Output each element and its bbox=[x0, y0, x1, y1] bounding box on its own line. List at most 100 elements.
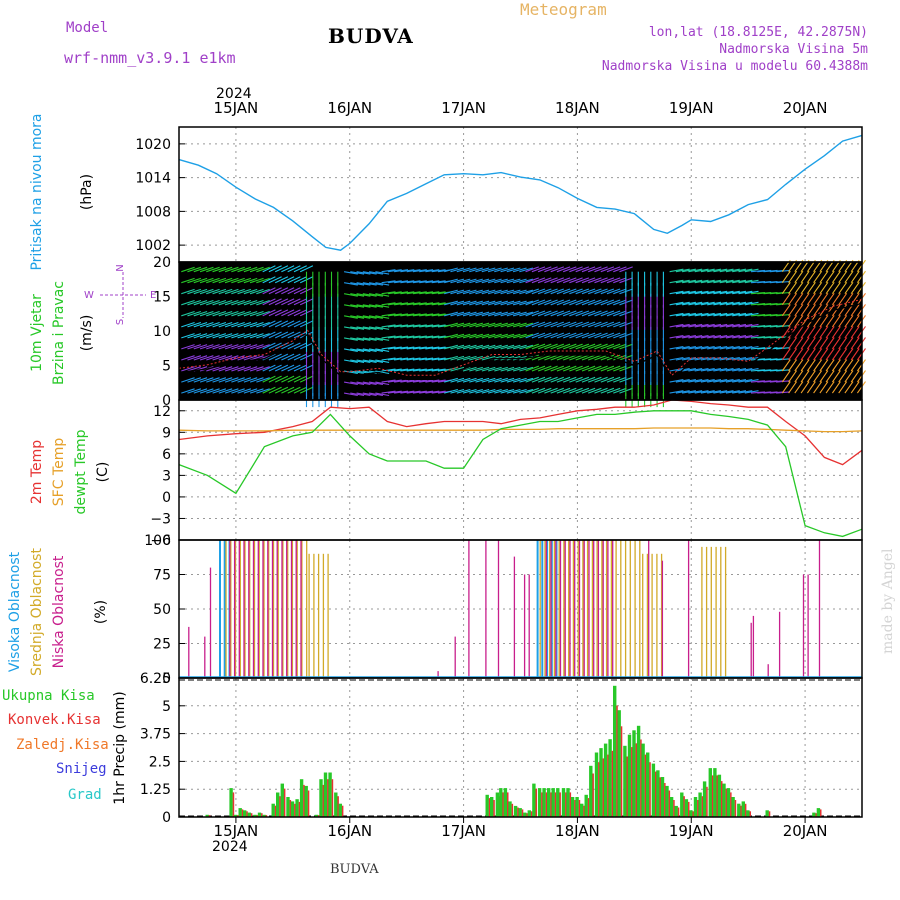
wind-arrow bbox=[738, 290, 753, 295]
wind-arrow bbox=[356, 304, 371, 308]
wind-arrow bbox=[344, 348, 358, 352]
wind-arrow bbox=[237, 344, 252, 350]
wind-arrow bbox=[506, 377, 521, 383]
wind-arrow bbox=[581, 365, 596, 372]
wind-arrow bbox=[268, 298, 282, 306]
wind-arrow bbox=[262, 276, 276, 284]
wind-arrow bbox=[613, 332, 627, 339]
wind-arrow bbox=[224, 266, 239, 273]
wind-arrow bbox=[362, 293, 377, 297]
wind-arrow bbox=[462, 311, 477, 317]
conv-precip-bar bbox=[261, 813, 263, 817]
wind-arrow bbox=[444, 377, 458, 383]
wind-arrow bbox=[199, 388, 214, 394]
wind-arrow bbox=[744, 345, 759, 350]
wind-arrow bbox=[850, 270, 860, 284]
wind-arrow bbox=[725, 323, 740, 328]
wind-arrow bbox=[350, 381, 365, 386]
total-precip-bar bbox=[527, 810, 531, 817]
conv-precip-bar bbox=[655, 771, 657, 817]
wind-arrow bbox=[563, 299, 577, 306]
wind-arrow bbox=[600, 288, 615, 295]
wind-arrow bbox=[525, 343, 539, 350]
wind-arrow bbox=[450, 278, 465, 284]
wind-arrow bbox=[456, 344, 471, 350]
wind-arrow bbox=[588, 376, 602, 383]
total-precip-bar bbox=[641, 743, 645, 817]
wind-arrow bbox=[744, 390, 759, 394]
wind-arrow bbox=[606, 266, 621, 273]
conv-precip-bar bbox=[587, 798, 590, 817]
wind-arrow bbox=[469, 289, 483, 295]
wind-arrow bbox=[487, 333, 502, 339]
wind-arrow bbox=[494, 344, 508, 350]
wind-arrow bbox=[575, 310, 590, 317]
total-precip-bar bbox=[608, 739, 612, 817]
wind-arrow bbox=[400, 324, 415, 328]
wind-arrow bbox=[732, 290, 747, 295]
wind-arrow bbox=[506, 333, 521, 339]
wind-arrow bbox=[713, 379, 728, 383]
wind-arrow bbox=[563, 354, 577, 361]
conv-precip-bar bbox=[659, 777, 661, 817]
temp-panel-border bbox=[178, 399, 863, 541]
wind-arrow bbox=[550, 354, 564, 361]
wind-arrow bbox=[550, 332, 564, 339]
conv-precip-bar bbox=[635, 743, 638, 817]
conv-precip-bar bbox=[706, 786, 708, 817]
wind-arrow bbox=[212, 366, 227, 372]
wind-arrow bbox=[206, 355, 220, 361]
wind-arrow bbox=[212, 388, 227, 394]
wind-arrow bbox=[212, 321, 227, 328]
pressure-tick-label: 1014 bbox=[135, 171, 171, 187]
wind-arrow bbox=[475, 333, 490, 339]
wind-arrow bbox=[688, 323, 703, 328]
wind-arrow bbox=[350, 293, 365, 297]
wind-arrow bbox=[831, 326, 841, 339]
wind-arrow bbox=[675, 390, 690, 394]
total-precip-bar bbox=[551, 788, 555, 817]
elevation-label: Nadmorska Visina 5m bbox=[719, 42, 868, 57]
wind-arrow bbox=[356, 293, 371, 297]
wind-arrow bbox=[825, 292, 835, 306]
wind-arrow bbox=[481, 388, 496, 394]
wind-arrow bbox=[224, 277, 239, 284]
wind-arrow bbox=[243, 277, 258, 284]
wind-arrow bbox=[206, 321, 220, 328]
wind-arrow bbox=[475, 366, 490, 372]
wind-arrow bbox=[788, 381, 798, 394]
total-precip-bar bbox=[816, 808, 821, 817]
wind-arrow bbox=[256, 299, 270, 306]
low-cloud-label: Niska Oblacnost bbox=[51, 555, 67, 668]
conv-precip-bar bbox=[331, 779, 334, 817]
wind-arrow bbox=[838, 315, 848, 328]
wind-arrow bbox=[588, 321, 602, 328]
wind-arrow bbox=[588, 299, 602, 306]
wind-arrow bbox=[356, 392, 371, 397]
wind-arrow bbox=[738, 323, 753, 328]
wind-arrow bbox=[481, 311, 496, 317]
wind-arrow bbox=[569, 321, 583, 328]
wind-arrow bbox=[381, 313, 396, 317]
wind-arrow bbox=[763, 380, 778, 383]
wind-arrow bbox=[675, 268, 690, 273]
wind-arrow bbox=[469, 377, 483, 383]
wind-arrow bbox=[738, 345, 753, 350]
wind-arrow bbox=[287, 364, 301, 372]
wind-arrow bbox=[800, 348, 810, 361]
wind-arrow bbox=[838, 304, 848, 317]
total-precip-bar bbox=[623, 745, 627, 817]
wind-arrow bbox=[682, 390, 696, 394]
day-label-top: 17JAN bbox=[441, 99, 486, 117]
wind-arrow bbox=[218, 310, 233, 317]
wind-arrow bbox=[850, 326, 860, 339]
wind-arrow bbox=[544, 277, 558, 284]
wind-arrow bbox=[450, 311, 465, 317]
wind-arrow bbox=[669, 301, 684, 306]
wind-arrow bbox=[350, 359, 365, 363]
wind-arrow bbox=[831, 270, 841, 284]
wind-arrow bbox=[231, 377, 245, 383]
wind-arrow bbox=[781, 315, 791, 328]
total-precip-bar bbox=[599, 748, 603, 817]
